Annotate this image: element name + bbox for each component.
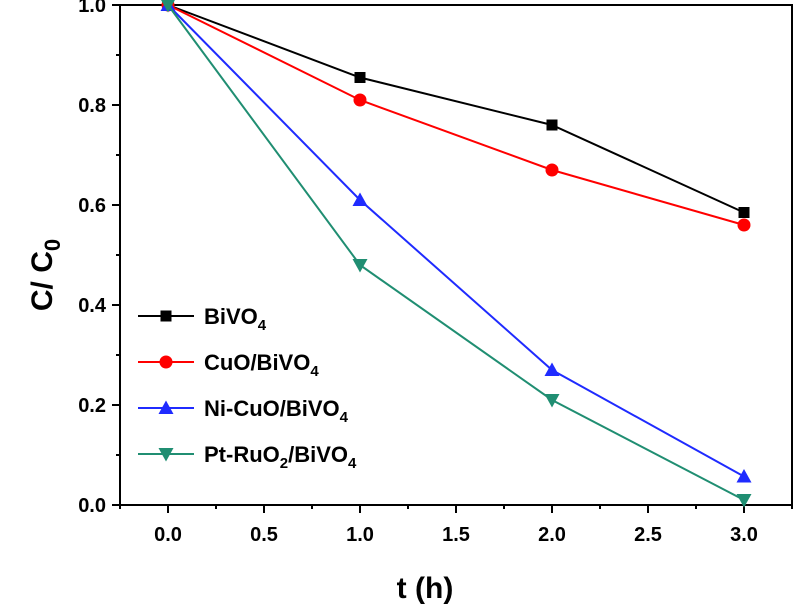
data-point: [161, 0, 175, 13]
series-line: [167, 4, 745, 226]
legend-marker: [159, 355, 173, 369]
data-point: [352, 192, 368, 206]
series-line: [167, 4, 745, 214]
x-tick-label: 2.5: [634, 524, 662, 546]
data-point: [737, 218, 751, 232]
y-axis-title: C/ C0: [26, 239, 65, 311]
series-line: [167, 4, 745, 478]
data-point: [738, 207, 750, 218]
legend-item: CuO/BiVO4: [138, 350, 319, 380]
y-tick-label: 0.8: [78, 95, 106, 117]
legend-marker: [158, 448, 174, 462]
series-3: [161, 0, 752, 508]
series-0: [162, 0, 750, 218]
plot-frame: [119, 4, 793, 506]
data-point: [545, 163, 559, 177]
x-axis-title: t (h): [397, 572, 454, 605]
legend-label: BiVO4: [204, 304, 267, 334]
x-tick-label: 2.0: [538, 524, 566, 546]
y-tick-label: 0.6: [78, 195, 106, 217]
data-point: [736, 494, 752, 508]
legend-label: Ni-CuO/BiVO4: [204, 396, 349, 426]
x-tick-label: 3.0: [730, 524, 758, 546]
data-point: [352, 259, 368, 273]
y-tick-label: 0.0: [78, 495, 106, 517]
y-tick-label: 1.0: [78, 0, 106, 17]
y-tick-label: 0.4: [78, 295, 107, 317]
legend-marker: [160, 310, 172, 322]
x-tick-label: 0.5: [250, 524, 278, 546]
series-line: [167, 4, 745, 501]
data-point: [544, 362, 560, 376]
y-tick-label: 0.2: [78, 395, 106, 417]
x-tick-label: 1.5: [442, 524, 470, 546]
data-point: [544, 394, 560, 408]
data-point: [354, 72, 366, 83]
legend-item: Ni-CuO/BiVO4: [138, 396, 349, 426]
data-point: [736, 469, 752, 483]
legend-label: CuO/BiVO4: [204, 350, 319, 380]
x-tick-label: 1.0: [346, 524, 374, 546]
legend-marker: [158, 400, 174, 414]
data-point: [546, 119, 558, 131]
data-point: [353, 93, 367, 107]
x-tick-label: 0.0: [154, 524, 182, 546]
series-1: [161, 0, 751, 232]
legend-item: BiVO4: [138, 304, 267, 334]
legend-label: Pt-RuO2/BiVO4: [204, 442, 357, 472]
legend-item: Pt-RuO2/BiVO4: [138, 442, 357, 472]
